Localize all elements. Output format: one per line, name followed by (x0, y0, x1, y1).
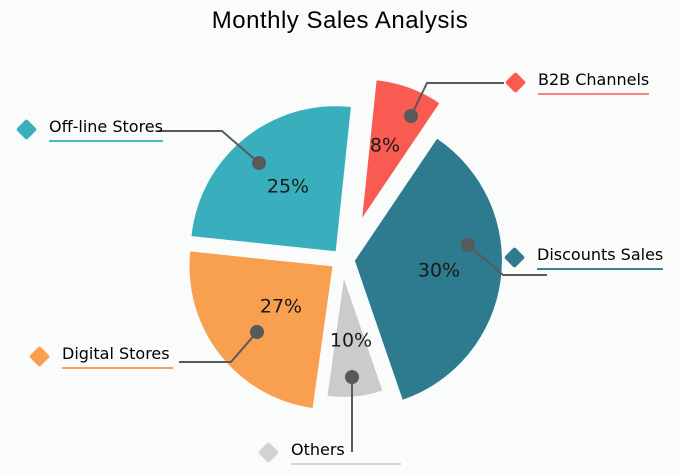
legend-label-off-line-stores: Off-line Stores (49, 117, 163, 142)
pie-slices-group (189, 80, 502, 408)
callout-line-b2b-channels (410, 82, 504, 117)
callout-dot-others (345, 370, 359, 384)
legend-label-b2b-channels: B2B Channels (538, 70, 650, 95)
pie-slice-others[interactable] (327, 278, 383, 397)
percent-labels-group: 8% 30% 10% 27% 25% (260, 135, 460, 352)
legend-item-digital-stores[interactable]: Digital Stores (28, 344, 173, 369)
callout-dot-off-line-stores (252, 156, 266, 170)
callout-dot-b2b-channels (404, 109, 418, 123)
legend-item-off-line-stores[interactable]: Off-line Stores (15, 117, 163, 142)
callout-line-discounts-sales (467, 244, 547, 276)
legend-label-others: Others (291, 440, 401, 465)
callout-line-digital-stores (179, 331, 258, 363)
diamond-marker-icon (15, 118, 38, 141)
percent-label-b2b-channels: 8% (370, 135, 400, 157)
pie-slice-discounts-sales[interactable] (354, 138, 502, 400)
pie-slice-off-line-stores[interactable] (191, 106, 351, 252)
percent-label-off-line-stores: 25% (267, 176, 309, 198)
diamond-marker-icon (504, 71, 527, 94)
legend-item-discounts-sales[interactable]: Discounts Sales (503, 245, 664, 270)
percent-label-others: 10% (330, 330, 372, 352)
legend-item-others[interactable]: Others (257, 440, 401, 465)
percent-label-digital-stores: 27% (260, 296, 302, 318)
callout-line-off-line-stores (158, 130, 260, 164)
pie-slice-b2b-channels[interactable] (362, 80, 440, 218)
percent-label-discounts-sales: 30% (418, 260, 460, 282)
diamond-marker-icon (28, 345, 51, 368)
chart-title: Monthly Sales Analysis (211, 7, 469, 34)
diamond-marker-icon (503, 246, 526, 269)
callout-dot-discounts-sales (461, 238, 475, 252)
legend-label-discounts-sales: Discounts Sales (537, 245, 664, 270)
callout-dot-digital-stores (250, 325, 264, 339)
connector-lines-group (158, 82, 547, 452)
diamond-marker-icon (257, 441, 280, 464)
legend-label-digital-stores: Digital Stores (62, 344, 173, 369)
legend-item-b2b-channels[interactable]: B2B Channels (504, 70, 650, 95)
